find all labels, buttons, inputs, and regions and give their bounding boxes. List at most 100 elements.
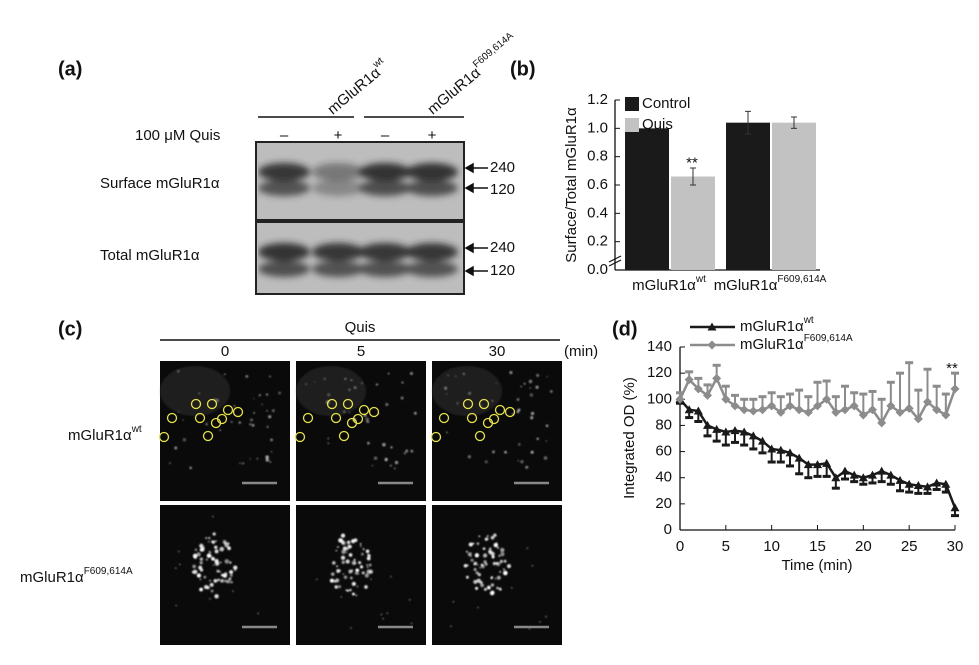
punctum: [488, 550, 493, 555]
point: [849, 401, 859, 411]
punctum: [359, 545, 362, 547]
punctum: [370, 578, 372, 581]
punctum: [169, 462, 171, 465]
punctum: [478, 535, 481, 538]
punctum: [212, 564, 215, 566]
punctum: [473, 568, 477, 572]
punctum: [410, 449, 414, 453]
punctum: [484, 536, 489, 541]
punctum: [520, 460, 524, 464]
band: [258, 180, 310, 196]
punctum: [266, 425, 269, 428]
punctum: [545, 440, 548, 442]
punctum: [217, 578, 221, 582]
panel-label: (d): [612, 318, 638, 340]
size-marker: 120: [490, 262, 515, 279]
x-tick-label: 20: [855, 538, 872, 555]
band: [258, 163, 310, 181]
punctum: [249, 458, 251, 460]
column-header-sup: F609,614A: [471, 30, 516, 70]
point: [950, 503, 960, 512]
punctum: [371, 464, 374, 467]
punctum: [209, 582, 214, 587]
roi-circle: [438, 412, 450, 424]
punctum: [500, 559, 503, 563]
panel-label: (b): [510, 58, 536, 80]
y-tick-label: 0.8: [587, 148, 608, 165]
punctum: [480, 564, 483, 567]
punctum: [373, 456, 378, 460]
punctum: [361, 552, 364, 556]
punctum: [365, 417, 369, 421]
punctum: [500, 547, 505, 553]
punctum: [366, 566, 369, 568]
point: [877, 466, 887, 475]
punctum: [175, 604, 177, 607]
point: [822, 394, 832, 404]
punctum: [348, 569, 353, 574]
x-tick-label: 10: [763, 538, 780, 555]
roi-circle: [302, 412, 314, 424]
punctum: [219, 561, 222, 564]
point: [803, 460, 813, 469]
point: [748, 406, 758, 416]
point: [703, 390, 712, 400]
punctum: [470, 555, 472, 558]
point: [693, 406, 703, 415]
punctum: [362, 548, 365, 551]
row-label: mGluR1αF609,614A: [20, 566, 133, 586]
punctum: [467, 455, 471, 459]
punctum: [201, 545, 205, 549]
punctum: [450, 625, 452, 628]
punctum: [214, 594, 219, 599]
punctum: [490, 590, 495, 595]
punctum: [382, 443, 386, 447]
punctum: [479, 580, 483, 585]
bar: [671, 176, 715, 270]
punctum: [452, 600, 455, 603]
y-tick-label: 0: [664, 521, 672, 538]
roi-circle: [342, 398, 354, 410]
punctum: [503, 570, 508, 576]
punctum: [477, 606, 479, 609]
punctum: [228, 577, 232, 581]
punctum: [268, 415, 272, 419]
punctum: [484, 562, 488, 566]
legend-swatch: [625, 118, 639, 132]
legend-label: mGluR1αF609,614A: [740, 333, 853, 353]
punctum: [492, 450, 495, 454]
punctum: [189, 466, 192, 470]
punctum: [340, 533, 346, 538]
punctum: [220, 578, 224, 583]
point: [712, 424, 722, 433]
punctum: [486, 585, 491, 590]
punctum: [342, 573, 345, 575]
punctum: [269, 460, 272, 463]
point: [776, 445, 786, 454]
point: [785, 401, 795, 411]
y-axis-label: Integrated OD (%): [621, 377, 638, 499]
punctum: [224, 543, 230, 548]
size-marker: 240: [490, 159, 515, 176]
punctum: [199, 557, 204, 561]
punctum: [390, 575, 392, 578]
punctum: [359, 542, 362, 545]
punctum: [503, 559, 507, 563]
column-header: mGluR1αF609,614A: [422, 30, 522, 118]
punctum: [405, 449, 409, 453]
punctum: [223, 572, 228, 576]
lane-sign: +: [334, 127, 343, 144]
punctum: [329, 578, 334, 583]
punctum: [410, 622, 413, 625]
punctum: [499, 570, 502, 573]
punctum: [210, 589, 214, 593]
punctum: [476, 578, 481, 583]
bar: [726, 122, 770, 271]
punctum: [211, 540, 216, 544]
point: [730, 401, 740, 411]
band: [406, 261, 458, 277]
punctum: [390, 446, 393, 449]
roi-circle: [466, 412, 478, 424]
punctum: [545, 615, 547, 618]
y-tick-label: 60: [655, 443, 672, 460]
